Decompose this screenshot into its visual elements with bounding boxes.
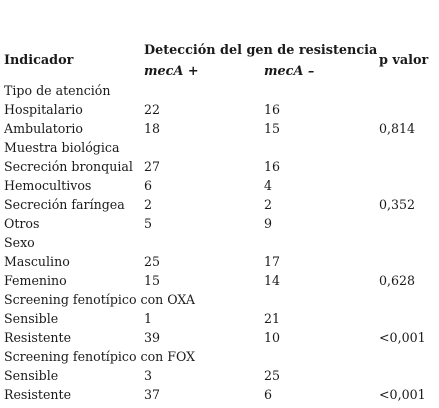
row-meca-positive: 37 (144, 387, 161, 402)
row-label: Ambulatorio (4, 121, 84, 136)
row-label: Resistente (4, 330, 72, 345)
row-meca-negative: 17 (264, 254, 281, 269)
row-meca-negative: 2 (264, 197, 273, 212)
row-label: Masculino (4, 254, 70, 269)
row-meca-negative: 21 (264, 311, 281, 326)
header-meca-positive: mecA + (144, 64, 199, 79)
row-label: Secreción bronquial (4, 159, 133, 174)
row-meca-negative: 15 (264, 121, 281, 136)
row-meca-positive: 15 (144, 273, 161, 288)
group-title: Screening fenotípico con OXA (4, 292, 196, 307)
row-meca-positive: 39 (144, 330, 161, 345)
row-meca-positive: 18 (144, 121, 161, 136)
row-meca-negative: 10 (264, 330, 281, 345)
row-label: Sensible (4, 368, 59, 383)
row-meca-positive: 22 (144, 102, 161, 117)
group-title: Muestra biológica (4, 140, 120, 155)
row-meca-negative: 16 (264, 159, 281, 174)
group-p-value: <0,001 (379, 330, 426, 345)
row-meca-negative: 9 (264, 216, 273, 231)
row-label: Femenino (4, 273, 67, 288)
header-p-value: p valor (379, 53, 429, 68)
row-label: Resistente (4, 387, 72, 402)
row-label: Secreción faríngea (4, 197, 125, 212)
header-detection: Detección del gen de resistencia (144, 43, 378, 58)
row-meca-positive: 2 (144, 197, 153, 212)
row-meca-negative: 6 (264, 387, 273, 402)
row-meca-positive: 25 (144, 254, 161, 269)
group-title: Tipo de atención (4, 83, 111, 98)
row-label: Hemocultivos (4, 178, 92, 193)
row-meca-negative: 4 (264, 178, 273, 193)
row-label: Hospitalario (4, 102, 83, 117)
group-p-value: 0,352 (379, 197, 416, 212)
group-p-value: 0,814 (379, 121, 416, 136)
header-meca-negative: mecA – (264, 64, 315, 79)
group-title: Screening fenotípico con FOX (4, 349, 196, 364)
row-meca-positive: 6 (144, 178, 153, 193)
group-p-value: <0,001 (379, 387, 426, 402)
group-p-value: 0,628 (379, 273, 416, 288)
row-label: Otros (4, 216, 40, 231)
row-meca-negative: 25 (264, 368, 281, 383)
row-label: Sensible (4, 311, 59, 326)
row-meca-positive: 27 (144, 159, 161, 174)
row-meca-negative: 14 (264, 273, 281, 288)
row-meca-positive: 5 (144, 216, 153, 231)
row-meca-positive: 1 (144, 311, 153, 326)
group-title: Sexo (4, 235, 35, 250)
row-meca-negative: 16 (264, 102, 281, 117)
header-indicator: Indicador (4, 53, 74, 68)
row-meca-positive: 3 (144, 368, 153, 383)
